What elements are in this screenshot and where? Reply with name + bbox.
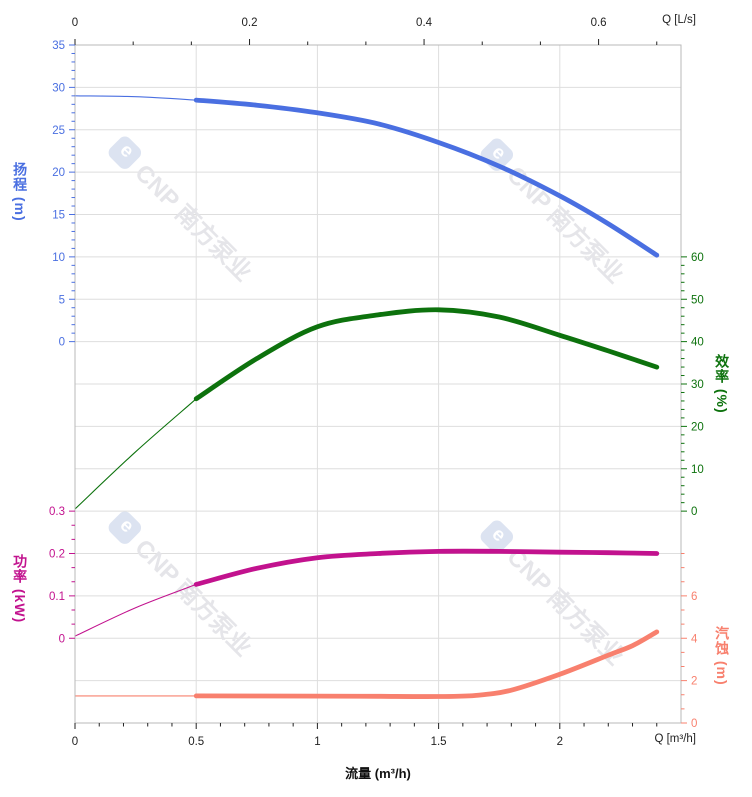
tick-label: 6 bbox=[691, 591, 697, 603]
tick-label: 1.5 bbox=[431, 736, 447, 748]
top-axis-unit-label: Q [L/s] bbox=[662, 14, 696, 26]
efficiency-axis-title: 效率 (%) bbox=[714, 354, 731, 414]
bottom-axis-unit-label: Q [m³/h] bbox=[654, 733, 696, 745]
tick-label: 0.2 bbox=[49, 549, 65, 561]
power-axis-title: 功率 (kW) bbox=[12, 554, 29, 624]
tick-label: 0.5 bbox=[188, 736, 204, 748]
tick-label: 2 bbox=[557, 736, 563, 748]
tick-label: 30 bbox=[691, 379, 704, 391]
power-curve bbox=[193, 548, 660, 587]
tick-label: 10 bbox=[691, 464, 704, 476]
tick-label: 30 bbox=[52, 82, 65, 94]
curves-layer bbox=[74, 95, 660, 699]
tick-label: 40 bbox=[691, 337, 704, 349]
watermark-logo bbox=[480, 520, 514, 553]
head-curve-thin bbox=[74, 95, 197, 101]
tick-label: 2 bbox=[691, 676, 697, 688]
efficiency-curve bbox=[193, 307, 660, 402]
head-axis-title: 扬程 (m) bbox=[12, 162, 29, 222]
tick-label: 0 bbox=[72, 17, 78, 29]
tick-label: 0.3 bbox=[49, 506, 65, 518]
tick-label: 50 bbox=[691, 294, 704, 306]
axes-layer: 0 0.5 1 1.5 20 0.2 0.4 0.6353025201510506050403… bbox=[49, 17, 704, 748]
tick-label: 0.4 bbox=[416, 17, 433, 29]
tick-label: 35 bbox=[52, 40, 65, 52]
tick-label: 0.1 bbox=[49, 591, 65, 603]
efficiency-curve-thin bbox=[74, 398, 197, 510]
tick-label: 25 bbox=[52, 125, 65, 137]
watermark-text: CNP 南方泵业 bbox=[129, 159, 257, 287]
watermark-logo bbox=[108, 136, 142, 169]
watermark-text: CNP 南方泵业 bbox=[501, 543, 629, 671]
tick-label: 0 bbox=[691, 718, 697, 730]
tick-label: 0.2 bbox=[242, 17, 258, 29]
tick-label: 0 bbox=[59, 337, 65, 349]
flow-axis-title: 流量 (m³/h) bbox=[345, 766, 411, 781]
tick-label: 20 bbox=[691, 421, 704, 433]
tick-label: 5 bbox=[59, 294, 65, 306]
power-curve-thin bbox=[74, 583, 197, 637]
npsh-curve bbox=[193, 629, 660, 699]
tick-label: 0 bbox=[59, 633, 65, 645]
tick-label: 10 bbox=[52, 252, 65, 264]
npsh-axis-title: 汽蚀 (m) bbox=[714, 626, 731, 686]
tick-label: 20 bbox=[52, 167, 65, 179]
head-curve bbox=[193, 97, 660, 258]
tick-label: 4 bbox=[691, 633, 698, 645]
tick-label: 1 bbox=[314, 736, 320, 748]
tick-label: 0.6 bbox=[591, 17, 607, 29]
tick-label: 15 bbox=[52, 210, 65, 222]
tick-label: 60 bbox=[691, 252, 704, 264]
watermark-text: CNP 南方泵业 bbox=[129, 534, 257, 662]
watermark-logo bbox=[108, 511, 142, 544]
tick-label: 0 bbox=[72, 736, 78, 748]
tick-label: 0 bbox=[691, 506, 697, 518]
